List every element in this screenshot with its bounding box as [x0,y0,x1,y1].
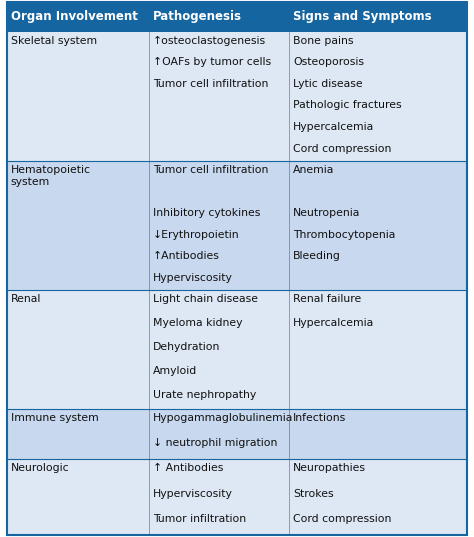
Bar [7,2,467,32]
Text: Hematopoietic
system: Hematopoietic system [11,165,91,187]
Text: Hypercalcemia: Hypercalcemia [293,122,374,132]
Text: Signs and Symptoms: Signs and Symptoms [293,10,431,23]
Text: ↓Erythropoietin: ↓Erythropoietin [153,230,240,240]
Text: Strokes: Strokes [293,489,334,499]
Text: Thrombocytopenia: Thrombocytopenia [293,230,395,240]
Bar [7,161,467,290]
Text: Lytic disease: Lytic disease [293,79,363,89]
Text: Renal failure: Renal failure [293,294,361,304]
Text: Cord compression: Cord compression [293,514,392,524]
Text: Bone pains: Bone pains [293,36,354,46]
Text: Inhibitory cytokines: Inhibitory cytokines [153,208,261,218]
Bar [7,290,467,409]
Text: Skeletal system: Skeletal system [11,36,97,46]
Text: Infections: Infections [293,413,346,424]
Text: Neuropathies: Neuropathies [293,463,366,473]
Text: Anemia: Anemia [293,165,334,175]
Text: Bleeding: Bleeding [293,251,341,261]
Text: Amyloid: Amyloid [153,366,197,376]
Text: Tumor infiltration: Tumor infiltration [153,514,246,524]
Text: Neurologic: Neurologic [11,463,70,473]
Text: Dehydration: Dehydration [153,342,220,352]
Text: Osteoporosis: Osteoporosis [293,57,364,68]
Text: Hyperviscosity: Hyperviscosity [153,489,233,499]
Text: ↑osteoclastogenesis: ↑osteoclastogenesis [153,36,266,46]
Text: Tumor cell infiltration: Tumor cell infiltration [153,79,268,89]
Text: Hyperviscosity: Hyperviscosity [153,273,233,282]
Text: Organ Involvement: Organ Involvement [11,10,138,23]
Text: Immune system: Immune system [11,413,99,424]
Bar [7,459,467,535]
Text: Renal: Renal [11,294,41,304]
Text: Urate nephropathy: Urate nephropathy [153,390,256,400]
Bar [7,409,467,459]
Text: Pathologic fractures: Pathologic fractures [293,100,401,111]
Text: Myeloma kidney: Myeloma kidney [153,318,243,328]
Text: ↑Antibodies: ↑Antibodies [153,251,220,261]
Text: ↓ neutrophil migration: ↓ neutrophil migration [153,438,277,448]
Text: Light chain disease: Light chain disease [153,294,258,304]
Bar [7,32,467,161]
Text: Pathogenesis: Pathogenesis [153,10,242,23]
Text: Tumor cell infiltration: Tumor cell infiltration [153,165,268,175]
Text: Neutropenia: Neutropenia [293,208,360,218]
Text: Hypercalcemia: Hypercalcemia [293,318,374,328]
Text: ↑ Antibodies: ↑ Antibodies [153,463,223,473]
Text: ↑OAFs by tumor cells: ↑OAFs by tumor cells [153,57,271,68]
Text: Cord compression: Cord compression [293,143,392,154]
Text: Hypogammaglobulinemia: Hypogammaglobulinemia [153,413,293,424]
